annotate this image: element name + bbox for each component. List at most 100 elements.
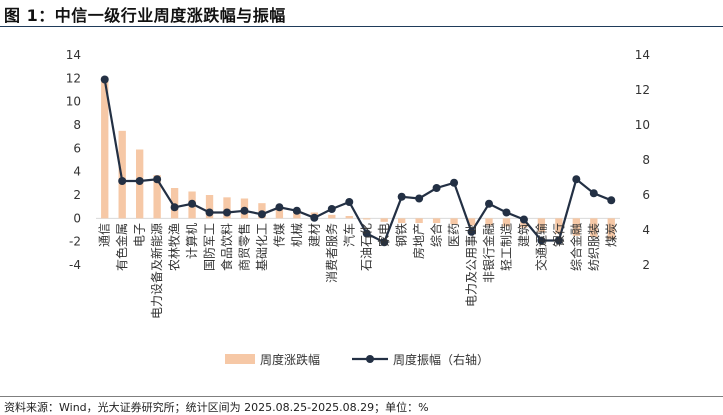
category-label: 汽车 <box>341 223 356 247</box>
amplitude-point <box>415 194 424 203</box>
right-tick-label: 4 <box>642 223 650 237</box>
source-note: 资料来源：Wind，光大证券研究所；统计区间为 2025.08.25-2025.… <box>4 401 429 414</box>
category-label: 综合 <box>429 223 444 247</box>
category-label: 国防军工 <box>202 223 217 271</box>
amplitude-point <box>188 199 197 208</box>
amplitude-point <box>519 215 528 224</box>
bar <box>397 218 406 223</box>
amplitude-point <box>345 198 354 206</box>
category-label: 电子 <box>133 223 147 247</box>
bar <box>101 77 109 219</box>
category-label: 纺织服装 <box>587 223 601 271</box>
category-label: 消费者服务 <box>324 223 339 283</box>
right-tick-label: 2 <box>642 258 650 272</box>
bar <box>432 218 441 223</box>
amplitude-point <box>275 203 284 212</box>
bar <box>555 218 563 234</box>
left-tick-label: -2 <box>69 235 81 249</box>
bar <box>170 188 179 219</box>
category-label: 石油石化 <box>360 223 374 271</box>
category-label: 煤炭 <box>604 223 618 247</box>
bar <box>572 218 581 236</box>
amplitude-point <box>397 192 406 201</box>
amplitude-point <box>589 189 598 198</box>
amplitude-point <box>607 196 616 205</box>
amplitude-point <box>240 206 249 215</box>
amplitude-point <box>292 206 301 215</box>
amplitude-point <box>485 199 493 208</box>
left-tick-label: 0 <box>73 211 81 225</box>
legend-bar-label: 周度涨跌幅 <box>260 352 320 367</box>
right-tick-label: 10 <box>635 118 650 132</box>
left-axis-ticks: -4 -2 0 2 4 6 8 10 12 14 <box>66 48 81 272</box>
category-label: 食品饮料 <box>219 223 234 271</box>
category-label: 传媒 <box>271 223 286 247</box>
amplitude-point <box>432 184 441 192</box>
amplitude-point <box>153 175 162 184</box>
bar <box>502 218 511 227</box>
bar <box>380 218 388 222</box>
bar <box>153 175 161 219</box>
amplitude-point <box>380 238 389 247</box>
amplitude-point <box>205 208 214 217</box>
category-label: 通信 <box>98 223 112 247</box>
title-rule <box>0 26 723 27</box>
category-label: 银行 <box>552 223 566 247</box>
amplitude-point <box>537 236 546 245</box>
left-tick-label: 14 <box>66 48 81 62</box>
amplitude-points <box>100 75 616 247</box>
amplitude-point <box>327 205 336 213</box>
amplitude-point <box>257 210 266 219</box>
figure-title: 图 1：中信一级行业周度涨跌幅与振幅 <box>4 6 286 25</box>
right-tick-label: 14 <box>635 48 650 62</box>
amplitude-point <box>135 177 144 185</box>
category-label: 商贸零售 <box>236 223 251 271</box>
left-tick-label: -4 <box>69 258 81 272</box>
right-axis-ticks: 2 4 6 8 10 12 14 <box>635 48 650 272</box>
left-tick-label: 4 <box>73 165 81 179</box>
category-label: 建材 <box>307 223 321 247</box>
category-label: 综合金融 <box>568 223 583 271</box>
category-label: 电力设备及新能源 <box>149 223 164 319</box>
amplitude-point <box>450 178 459 187</box>
left-tick-label: 6 <box>73 141 81 155</box>
bar <box>590 218 598 237</box>
category-label: 建筑 <box>516 223 531 247</box>
amplitude-point <box>362 229 371 238</box>
legend: 周度涨跌幅 周度振幅（右轴） <box>225 352 489 367</box>
category-label: 机械 <box>289 223 304 247</box>
bar <box>275 207 284 219</box>
amplitude-point <box>502 208 511 217</box>
right-tick-label: 8 <box>642 153 650 167</box>
category-labels: 通信 有色金属 电子 电力设备及新能源 农林牧渔 计算机 国防军工 食品饮料 商贸零售 基础化工传… <box>98 223 619 319</box>
category-label: 钢铁 <box>395 223 409 247</box>
amplitude-point <box>572 175 581 184</box>
category-label: 家电 <box>376 223 391 247</box>
right-tick-label: 6 <box>642 188 650 202</box>
chart: -4 -2 0 2 4 6 8 10 12 14 2 4 6 8 10 12 14 通信 有色金属 电子 电力设备及… <box>66 48 650 367</box>
category-label: 有色金属 <box>114 223 129 271</box>
left-tick-label: 8 <box>73 118 81 132</box>
bar <box>205 195 214 219</box>
bar <box>467 218 476 226</box>
right-tick-label: 12 <box>635 83 650 97</box>
amplitude-point <box>100 75 109 84</box>
footer-rule <box>0 396 723 397</box>
category-label: 农林牧渔 <box>168 223 182 271</box>
legend-line-marker <box>366 355 374 363</box>
left-tick-label: 10 <box>66 95 81 109</box>
left-tick-label: 12 <box>66 71 81 85</box>
amplitude-point <box>223 208 231 217</box>
bar <box>223 197 231 219</box>
bar <box>485 218 493 226</box>
category-label: 交通运输 <box>533 223 548 271</box>
amplitude-point <box>554 236 563 245</box>
category-label: 医药 <box>447 223 461 247</box>
category-label: 房地产 <box>411 223 426 259</box>
category-label: 非银行金融 <box>481 223 496 283</box>
bar <box>345 216 353 219</box>
category-label: 基础化工 <box>255 223 269 271</box>
category-label: 轻工制造 <box>499 223 513 271</box>
bar <box>537 218 546 233</box>
bar <box>363 218 371 220</box>
